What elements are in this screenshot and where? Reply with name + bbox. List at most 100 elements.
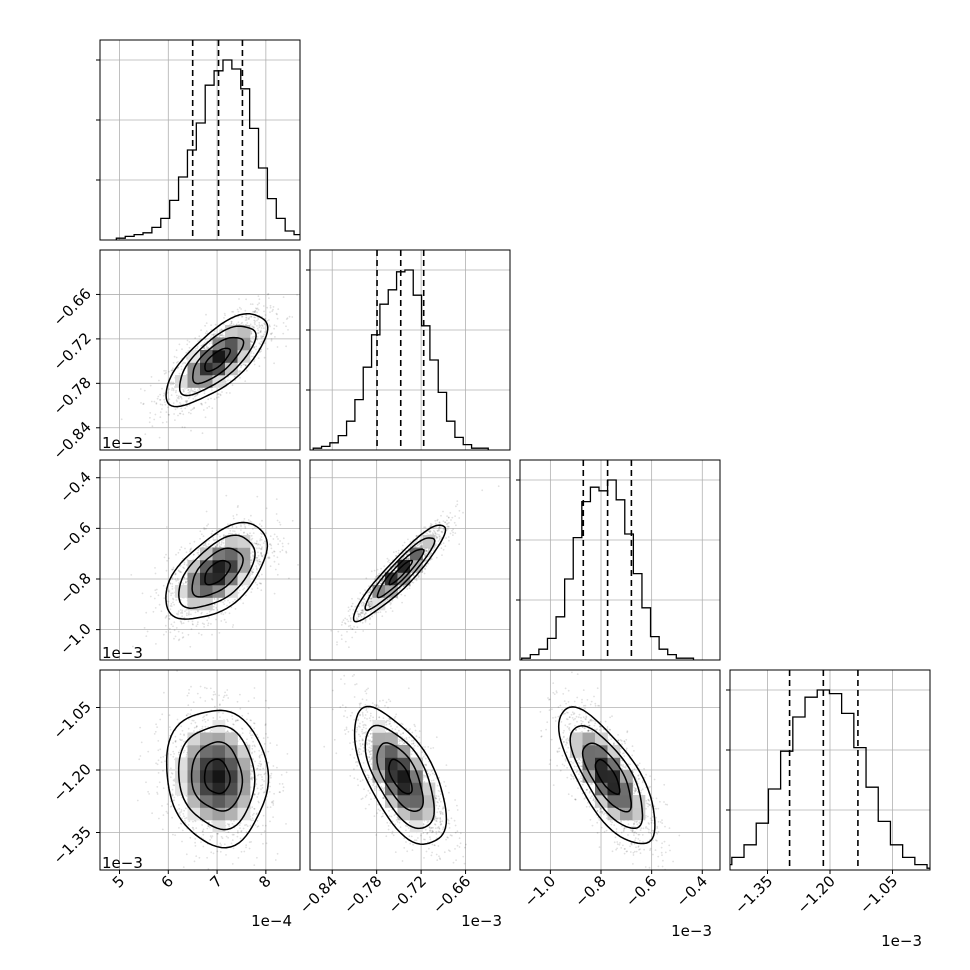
- sample-point: [246, 533, 249, 535]
- sample-point: [180, 546, 183, 549]
- sample-point: [285, 345, 287, 348]
- sample-point: [214, 333, 217, 336]
- sample-point: [163, 372, 166, 375]
- sample-point: [177, 639, 180, 642]
- sample-point: [253, 319, 256, 322]
- sample-point: [336, 641, 338, 644]
- sample-point: [213, 330, 216, 333]
- panel-frame: [99, 249, 301, 451]
- sample-point: [285, 551, 288, 554]
- sample-point: [256, 557, 258, 559]
- sample-point: [351, 628, 354, 630]
- sample-point: [361, 610, 364, 612]
- sample-point: [481, 489, 484, 492]
- sample-point: [257, 357, 260, 359]
- sample-point: [142, 402, 145, 405]
- sample-point: [250, 559, 253, 562]
- sample-point: [260, 539, 263, 541]
- sample-point: [279, 550, 282, 553]
- sample-point: [369, 605, 372, 608]
- sample-point: [172, 625, 174, 628]
- sample-point: [179, 564, 182, 567]
- joint-density: [130, 494, 299, 648]
- sample-point: [192, 623, 194, 626]
- sample-point: [360, 602, 363, 605]
- sample-point: [210, 532, 213, 535]
- sample-point: [214, 323, 217, 326]
- sample-point: [173, 603, 176, 606]
- sample-point: [263, 310, 265, 313]
- sample-point: [267, 556, 269, 559]
- sample-point: [370, 598, 373, 600]
- sample-point: [377, 611, 380, 614]
- sample-point: [205, 346, 208, 349]
- density-bin: [410, 547, 423, 561]
- sample-point: [191, 620, 194, 623]
- sample-point: [250, 340, 253, 343]
- sample-point: [223, 323, 225, 325]
- sample-point: [255, 559, 258, 562]
- joint-panel-3-0: [99, 669, 301, 871]
- histogram: [115, 59, 300, 240]
- sample-point: [370, 598, 372, 600]
- sample-point: [277, 563, 280, 566]
- sample-point: [273, 560, 276, 563]
- sample-point: [167, 600, 170, 603]
- sample-point: [402, 552, 405, 554]
- sample-point: [400, 558, 402, 561]
- sample-point: [257, 332, 260, 334]
- sample-point: [275, 498, 278, 500]
- sample-point: [228, 532, 230, 535]
- sample-point: [430, 558, 433, 561]
- sample-point: [266, 319, 269, 322]
- sample-point: [354, 631, 357, 634]
- sample-point: [392, 551, 395, 554]
- sample-point: [260, 553, 263, 555]
- sample-point: [287, 542, 290, 545]
- sample-point: [244, 319, 247, 322]
- sample-point: [175, 389, 178, 392]
- sample-point: [441, 531, 444, 534]
- sample-point: [258, 321, 261, 324]
- sample-point: [252, 352, 255, 355]
- sample-point: [256, 543, 259, 546]
- sample-point: [267, 292, 270, 295]
- sample-point: [247, 519, 250, 521]
- sample-point: [223, 312, 226, 315]
- sample-point: [178, 372, 181, 375]
- sample-point: [171, 588, 174, 590]
- sample-point: [207, 398, 210, 401]
- sample-point: [179, 395, 182, 398]
- sample-point: [168, 589, 171, 592]
- sample-point: [207, 543, 210, 545]
- joint-density: [120, 292, 298, 439]
- sample-point: [196, 623, 199, 626]
- density-bin: [200, 362, 213, 376]
- sample-point: [424, 568, 426, 571]
- sample-point: [185, 400, 188, 403]
- sample-point: [191, 408, 194, 411]
- sample-point: [174, 572, 177, 575]
- sample-point: [258, 302, 260, 305]
- sample-point: [161, 404, 164, 406]
- sample-point: [276, 317, 279, 320]
- sample-point: [245, 317, 248, 319]
- sample-point: [181, 632, 184, 634]
- sample-point: [420, 545, 423, 548]
- sample-point: [374, 577, 377, 580]
- sample-point: [164, 617, 167, 619]
- sample-point: [189, 550, 191, 553]
- sample-point: [378, 572, 381, 575]
- sample-point: [186, 339, 189, 342]
- joint-density: [330, 485, 500, 649]
- sample-point: [386, 598, 389, 601]
- sample-point: [414, 542, 416, 544]
- sample-point: [258, 324, 261, 326]
- sample-point: [211, 633, 213, 636]
- sample-point: [175, 553, 177, 556]
- sample-point: [174, 578, 177, 580]
- sample-point: [455, 524, 457, 527]
- sample-point: [264, 317, 267, 320]
- sample-point: [196, 347, 198, 350]
- sample-point: [250, 534, 253, 537]
